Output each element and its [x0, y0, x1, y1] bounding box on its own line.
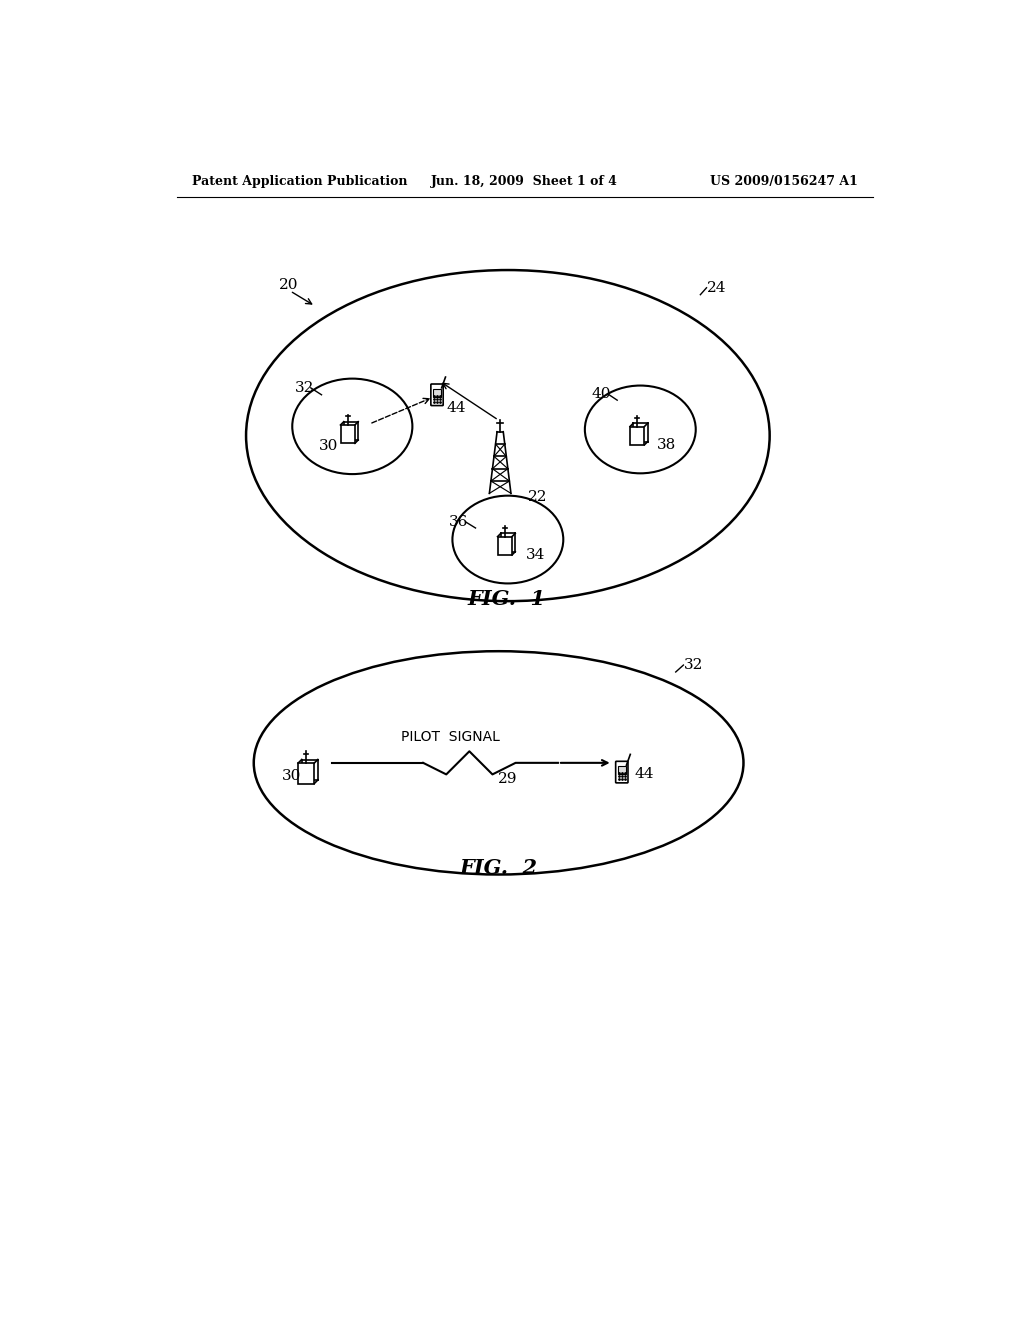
Text: PILOT  SIGNAL: PILOT SIGNAL — [400, 730, 500, 744]
Text: Jun. 18, 2009  Sheet 1 of 4: Jun. 18, 2009 Sheet 1 of 4 — [431, 176, 618, 187]
Text: 32: 32 — [295, 381, 314, 395]
Text: 29: 29 — [498, 772, 517, 785]
FancyBboxPatch shape — [615, 762, 628, 783]
Text: 38: 38 — [657, 438, 677, 451]
Text: Patent Application Publication: Patent Application Publication — [193, 176, 408, 187]
Text: FIG.  2: FIG. 2 — [460, 858, 538, 878]
Text: 44: 44 — [634, 767, 653, 781]
FancyBboxPatch shape — [498, 537, 512, 554]
Text: 32: 32 — [683, 659, 702, 672]
FancyBboxPatch shape — [341, 425, 355, 444]
Text: 34: 34 — [526, 548, 546, 562]
FancyBboxPatch shape — [431, 384, 443, 405]
FancyBboxPatch shape — [618, 766, 626, 774]
Text: FIG.  1: FIG. 1 — [467, 589, 546, 609]
FancyBboxPatch shape — [433, 389, 440, 397]
Text: US 2009/0156247 A1: US 2009/0156247 A1 — [710, 176, 857, 187]
Text: 30: 30 — [318, 438, 338, 453]
Text: 44: 44 — [446, 401, 466, 414]
Text: 36: 36 — [449, 515, 468, 529]
Text: 22: 22 — [528, 490, 548, 504]
FancyBboxPatch shape — [298, 763, 314, 784]
Text: 20: 20 — [280, 279, 299, 293]
Text: 40: 40 — [591, 387, 610, 401]
Text: 30: 30 — [282, 770, 301, 783]
Text: 24: 24 — [707, 281, 726, 294]
FancyBboxPatch shape — [630, 426, 644, 445]
